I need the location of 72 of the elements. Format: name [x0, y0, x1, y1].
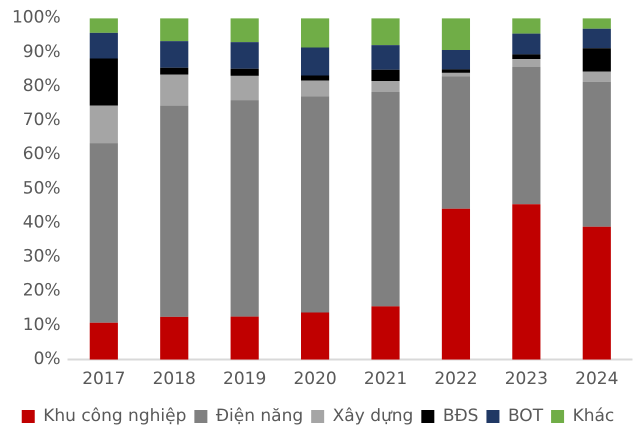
x-tick-label: 2018: [152, 369, 196, 390]
bar: [442, 18, 470, 50]
x-tick-label: 2024: [575, 369, 618, 390]
bar: [230, 316, 259, 360]
bar: [512, 18, 540, 34]
y-tick-label: 100%: [12, 8, 61, 28]
bar: [442, 208, 470, 360]
bar: [442, 50, 470, 70]
bar: [582, 18, 611, 29]
bar: [371, 81, 400, 92]
bar: [371, 45, 400, 70]
bar: [230, 42, 259, 69]
bar: [512, 204, 540, 360]
y-tick-label: 10%: [22, 314, 61, 335]
bar: [301, 76, 330, 81]
bar: [582, 226, 611, 360]
legend-label: BOT: [508, 406, 544, 426]
bar: [90, 32, 118, 58]
x-tick-label: 2021: [364, 369, 408, 390]
bar: [90, 322, 118, 360]
legend-label: Khác: [572, 406, 614, 426]
bar: [301, 18, 330, 48]
legend-label: BĐS: [442, 406, 478, 426]
bar: [160, 74, 188, 106]
bar: [90, 58, 118, 106]
y-tick-label: 50%: [22, 178, 61, 198]
legend-label: Điện năng: [216, 406, 304, 426]
bar: [160, 41, 188, 68]
bar: [582, 82, 611, 227]
legend-label: Xây dựng: [332, 406, 414, 426]
bar: [582, 28, 611, 48]
x-tick-label: 2020: [293, 369, 337, 390]
bar: [301, 96, 330, 312]
bar: [442, 69, 470, 73]
bar: [90, 143, 118, 323]
bar: [230, 100, 259, 317]
bar: [512, 67, 540, 204]
y-tick-label: 0%: [34, 349, 61, 370]
x-tick-label: 2017: [82, 369, 126, 390]
bar: [512, 34, 540, 54]
bar: [371, 18, 400, 46]
y-tick-label: 90%: [22, 42, 61, 62]
x-tick-label: 2023: [504, 369, 548, 390]
bar: [371, 306, 400, 360]
bar: [371, 92, 400, 306]
bar: [301, 80, 330, 96]
bar: [160, 18, 188, 42]
legend-label: Khu công nghiệp: [43, 406, 186, 426]
y-tick-label: 40%: [22, 212, 61, 232]
y-tick-label: 80%: [22, 76, 61, 96]
bar: [301, 48, 330, 76]
bar: [160, 68, 188, 75]
y-tick-label: 30%: [22, 246, 61, 267]
bar: [582, 48, 611, 72]
x-tick-label: 2019: [223, 369, 266, 390]
bar: [90, 18, 118, 33]
bar: [512, 59, 540, 68]
x-tick-label: 2022: [434, 369, 478, 390]
bar: [582, 71, 611, 82]
bar: [371, 70, 400, 82]
bar: [442, 76, 470, 209]
bar: [301, 312, 330, 360]
y-tick-label: 70%: [22, 110, 61, 130]
bar: [90, 106, 118, 144]
bar: [160, 106, 188, 317]
bar: [160, 316, 188, 360]
bar: [230, 68, 259, 76]
bar: [230, 18, 259, 42]
bar: [230, 76, 259, 100]
bar: [512, 54, 540, 60]
y-tick-label: 60%: [22, 144, 61, 164]
y-tick-label: 20%: [22, 280, 61, 301]
